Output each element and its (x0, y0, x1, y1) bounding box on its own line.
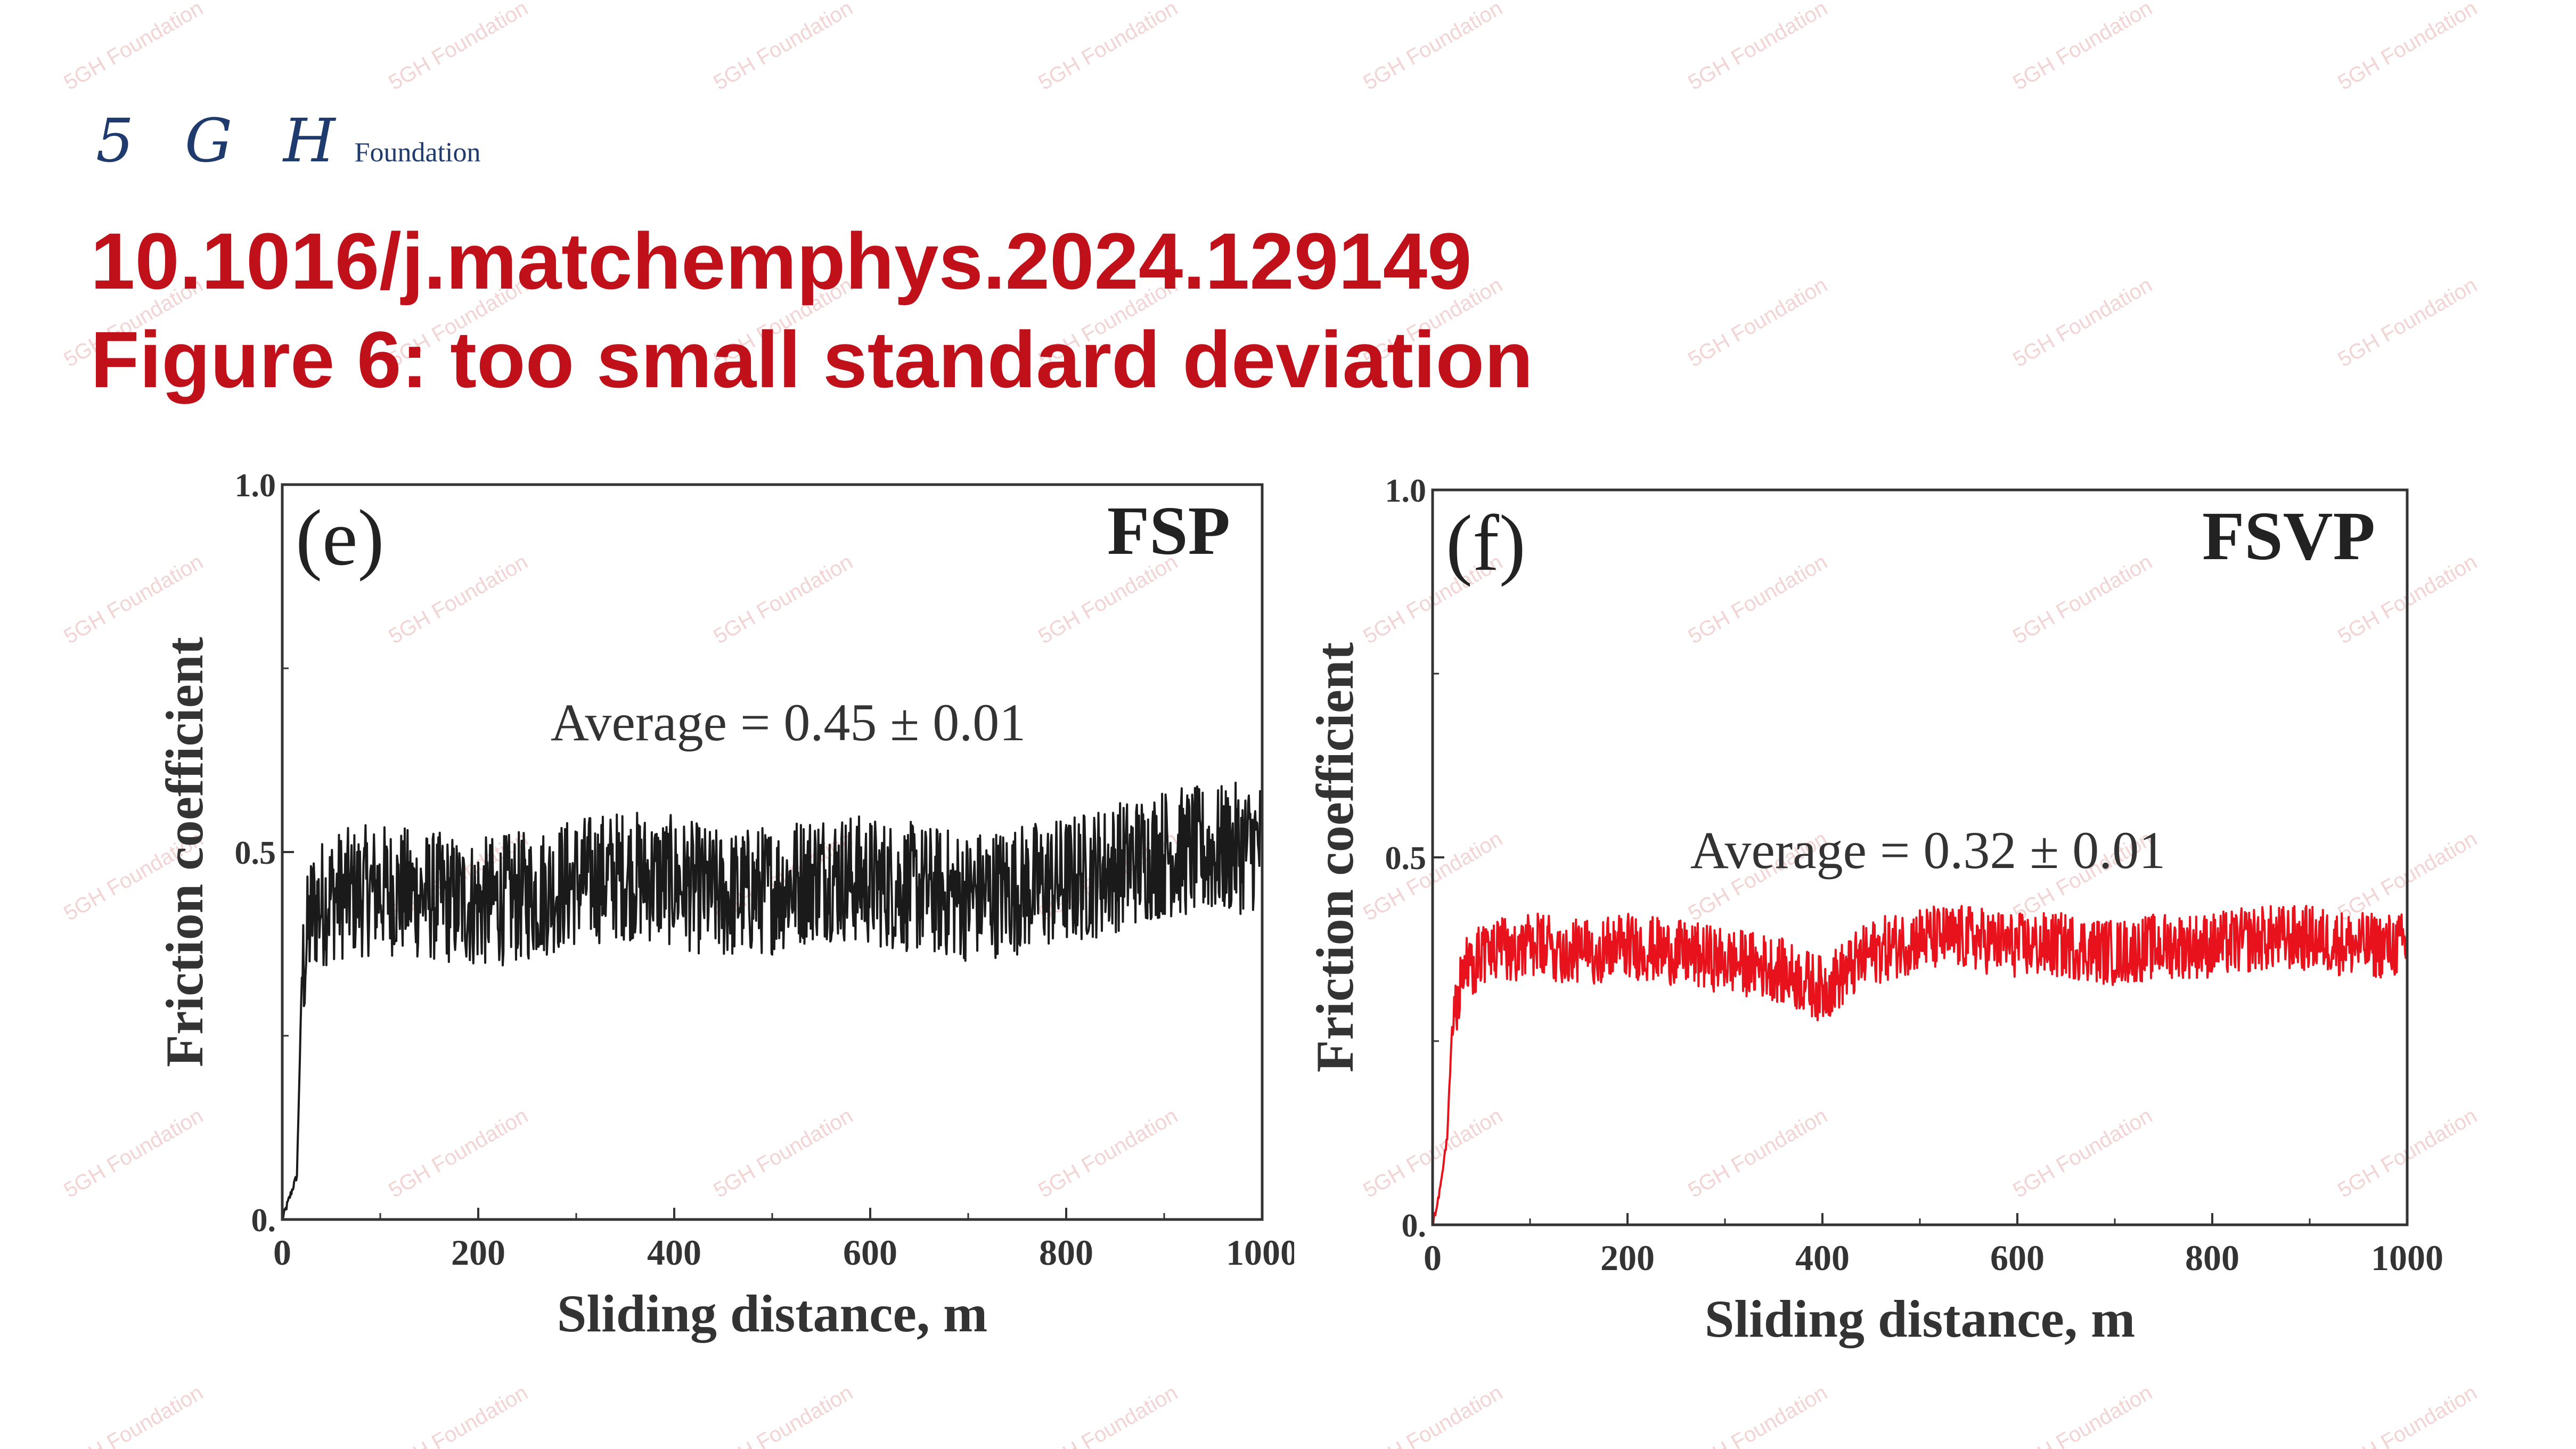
watermark-text: 5GH Foundation (1360, 0, 1507, 95)
watermark-text: 5GH Foundation (1684, 0, 1831, 95)
watermark-text: 5GH Foundation (1684, 273, 1831, 372)
y-axis-label: Friction coefficient (155, 637, 214, 1067)
chart-svg: 0 200 400 600 800 1000 0. 0.5 1.0 Sliding distanc… (1305, 473, 2443, 1348)
x-tick-label: 200 (1600, 1238, 1655, 1278)
y-tick-label: 0.5 (235, 835, 276, 871)
watermark-text: 5GH Foundation (1035, 0, 1182, 95)
y-tick-label: 0.5 (1385, 840, 1427, 877)
series-line (282, 781, 1262, 1219)
panel-label: (f) (1446, 499, 1526, 587)
x-tick-label: 0 (1424, 1238, 1442, 1278)
watermark-text: 5GH Foundation (710, 0, 857, 95)
series-label: FSP (1107, 493, 1230, 569)
chart-panel-f: 0 200 400 600 800 1000 0. 0.5 1.0 Sliding distanc… (1294, 463, 2503, 1395)
x-tick-label: 1000 (1226, 1232, 1294, 1273)
x-tick-label: 800 (1039, 1232, 1093, 1273)
watermark-text: 5GH Foundation (385, 0, 532, 95)
x-tick-label: 400 (1795, 1238, 1850, 1278)
page-title-figure: Figure 6: too small standard deviation (91, 315, 1533, 404)
y-tick-label: 1.0 (1385, 473, 1427, 509)
chart-panel-e: 0 200 400 600 800 1000 0. 0.5 1.0 Sliding distanc… (91, 463, 1294, 1395)
watermark-text: 5GH Foundation (2334, 0, 2481, 95)
foundation-logo: 5 G H Foundation (96, 107, 481, 176)
chart-svg: 0 200 400 600 800 1000 0. 0.5 1.0 Sliding distanc… (155, 468, 1294, 1343)
y-tick-label: 0. (1402, 1208, 1427, 1244)
watermark-text: 5GH Foundation (2009, 0, 2156, 95)
watermark-text: 5GH Foundation (2009, 273, 2156, 372)
logo-text: Foundation (354, 137, 481, 168)
x-axis-label: Sliding distance, m (1705, 1289, 2136, 1348)
x-tick-label: 0 (273, 1232, 291, 1273)
page-title-doi: 10.1016/j.matchemphys.2024.129149 (91, 216, 1472, 306)
x-tick-label: 600 (1990, 1238, 2045, 1278)
x-tick-label: 800 (2185, 1238, 2239, 1278)
x-axis-label: Sliding distance, m (557, 1284, 988, 1343)
x-tick-label: 600 (843, 1232, 897, 1273)
x-tick-label: 1000 (2371, 1238, 2443, 1278)
y-tick-label: 0. (251, 1202, 276, 1239)
watermark-text: 5GH Foundation (60, 0, 207, 95)
series-label: FSVP (2202, 498, 2375, 575)
x-tick-label: 200 (451, 1232, 505, 1273)
watermark-text: 5GH Foundation (2334, 273, 2481, 372)
panel-label: (e) (296, 494, 384, 582)
average-annotation: Average = 0.32 ± 0.01 (1690, 821, 2166, 880)
series-line (1433, 905, 2407, 1225)
y-axis-label: Friction coefficient (1305, 642, 1364, 1073)
logo-mark: 5 G H (96, 107, 351, 176)
y-tick-label: 1.0 (235, 468, 276, 504)
x-tick-label: 400 (647, 1232, 701, 1273)
average-annotation: Average = 0.45 ± 0.01 (551, 693, 1026, 752)
